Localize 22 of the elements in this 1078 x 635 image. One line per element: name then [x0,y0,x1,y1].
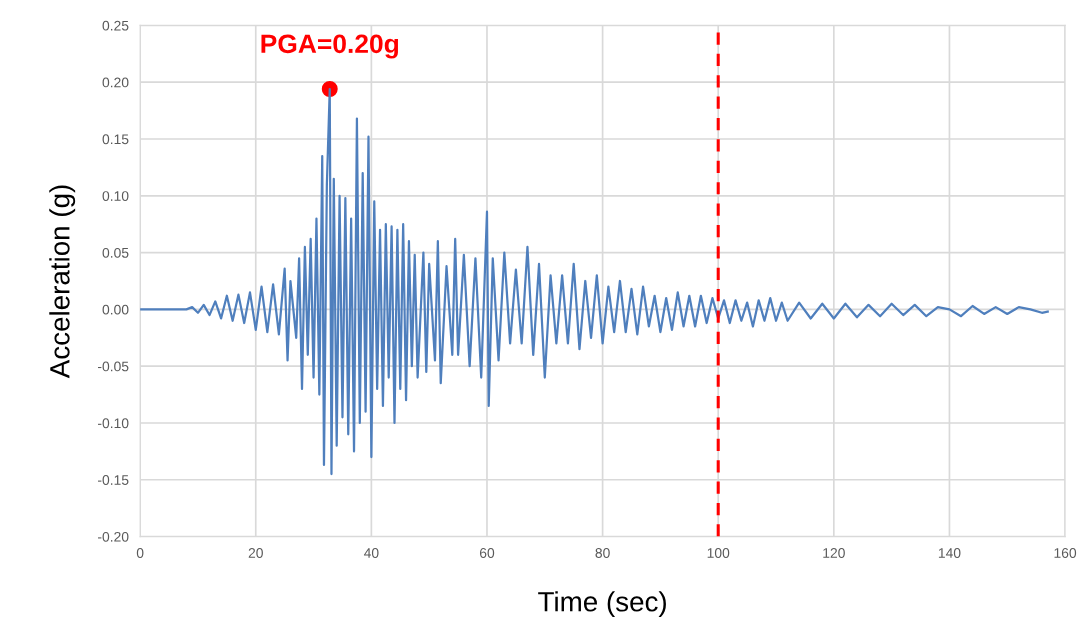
y-tick-label: 0.00 [102,304,129,315]
x-tick-label: 120 [823,548,845,558]
x-tick-label: 100 [707,548,730,558]
x-tick-label: 160 [1054,548,1077,558]
y-tick-label: 0.25 [102,20,129,31]
x-tick-label: 40 [363,548,379,558]
y-tick-label: 0.20 [102,77,129,88]
x-tick-label: 0 [136,548,144,558]
y-tick-label: 0.10 [102,191,129,201]
y-tick-label: -0.10 [97,418,129,429]
x-tick-label: 80 [595,548,610,558]
annotation: PGA=0.20g [261,34,399,59]
x-tick-label: 20 [248,548,263,558]
y-axis-title: Acceleration (g) [49,185,76,379]
y-tick-label: 0.15 [102,134,129,145]
x-tick-label: 140 [938,548,961,558]
x-axis-title: Time (sec) [538,591,666,618]
y-tick-label: -0.05 [97,361,129,372]
y-tick-label: -0.15 [97,475,129,485]
y-tick-label: -0.20 [97,531,129,542]
y-tick-label: 0.05 [102,247,129,258]
x-tick-label: 60 [479,548,495,558]
